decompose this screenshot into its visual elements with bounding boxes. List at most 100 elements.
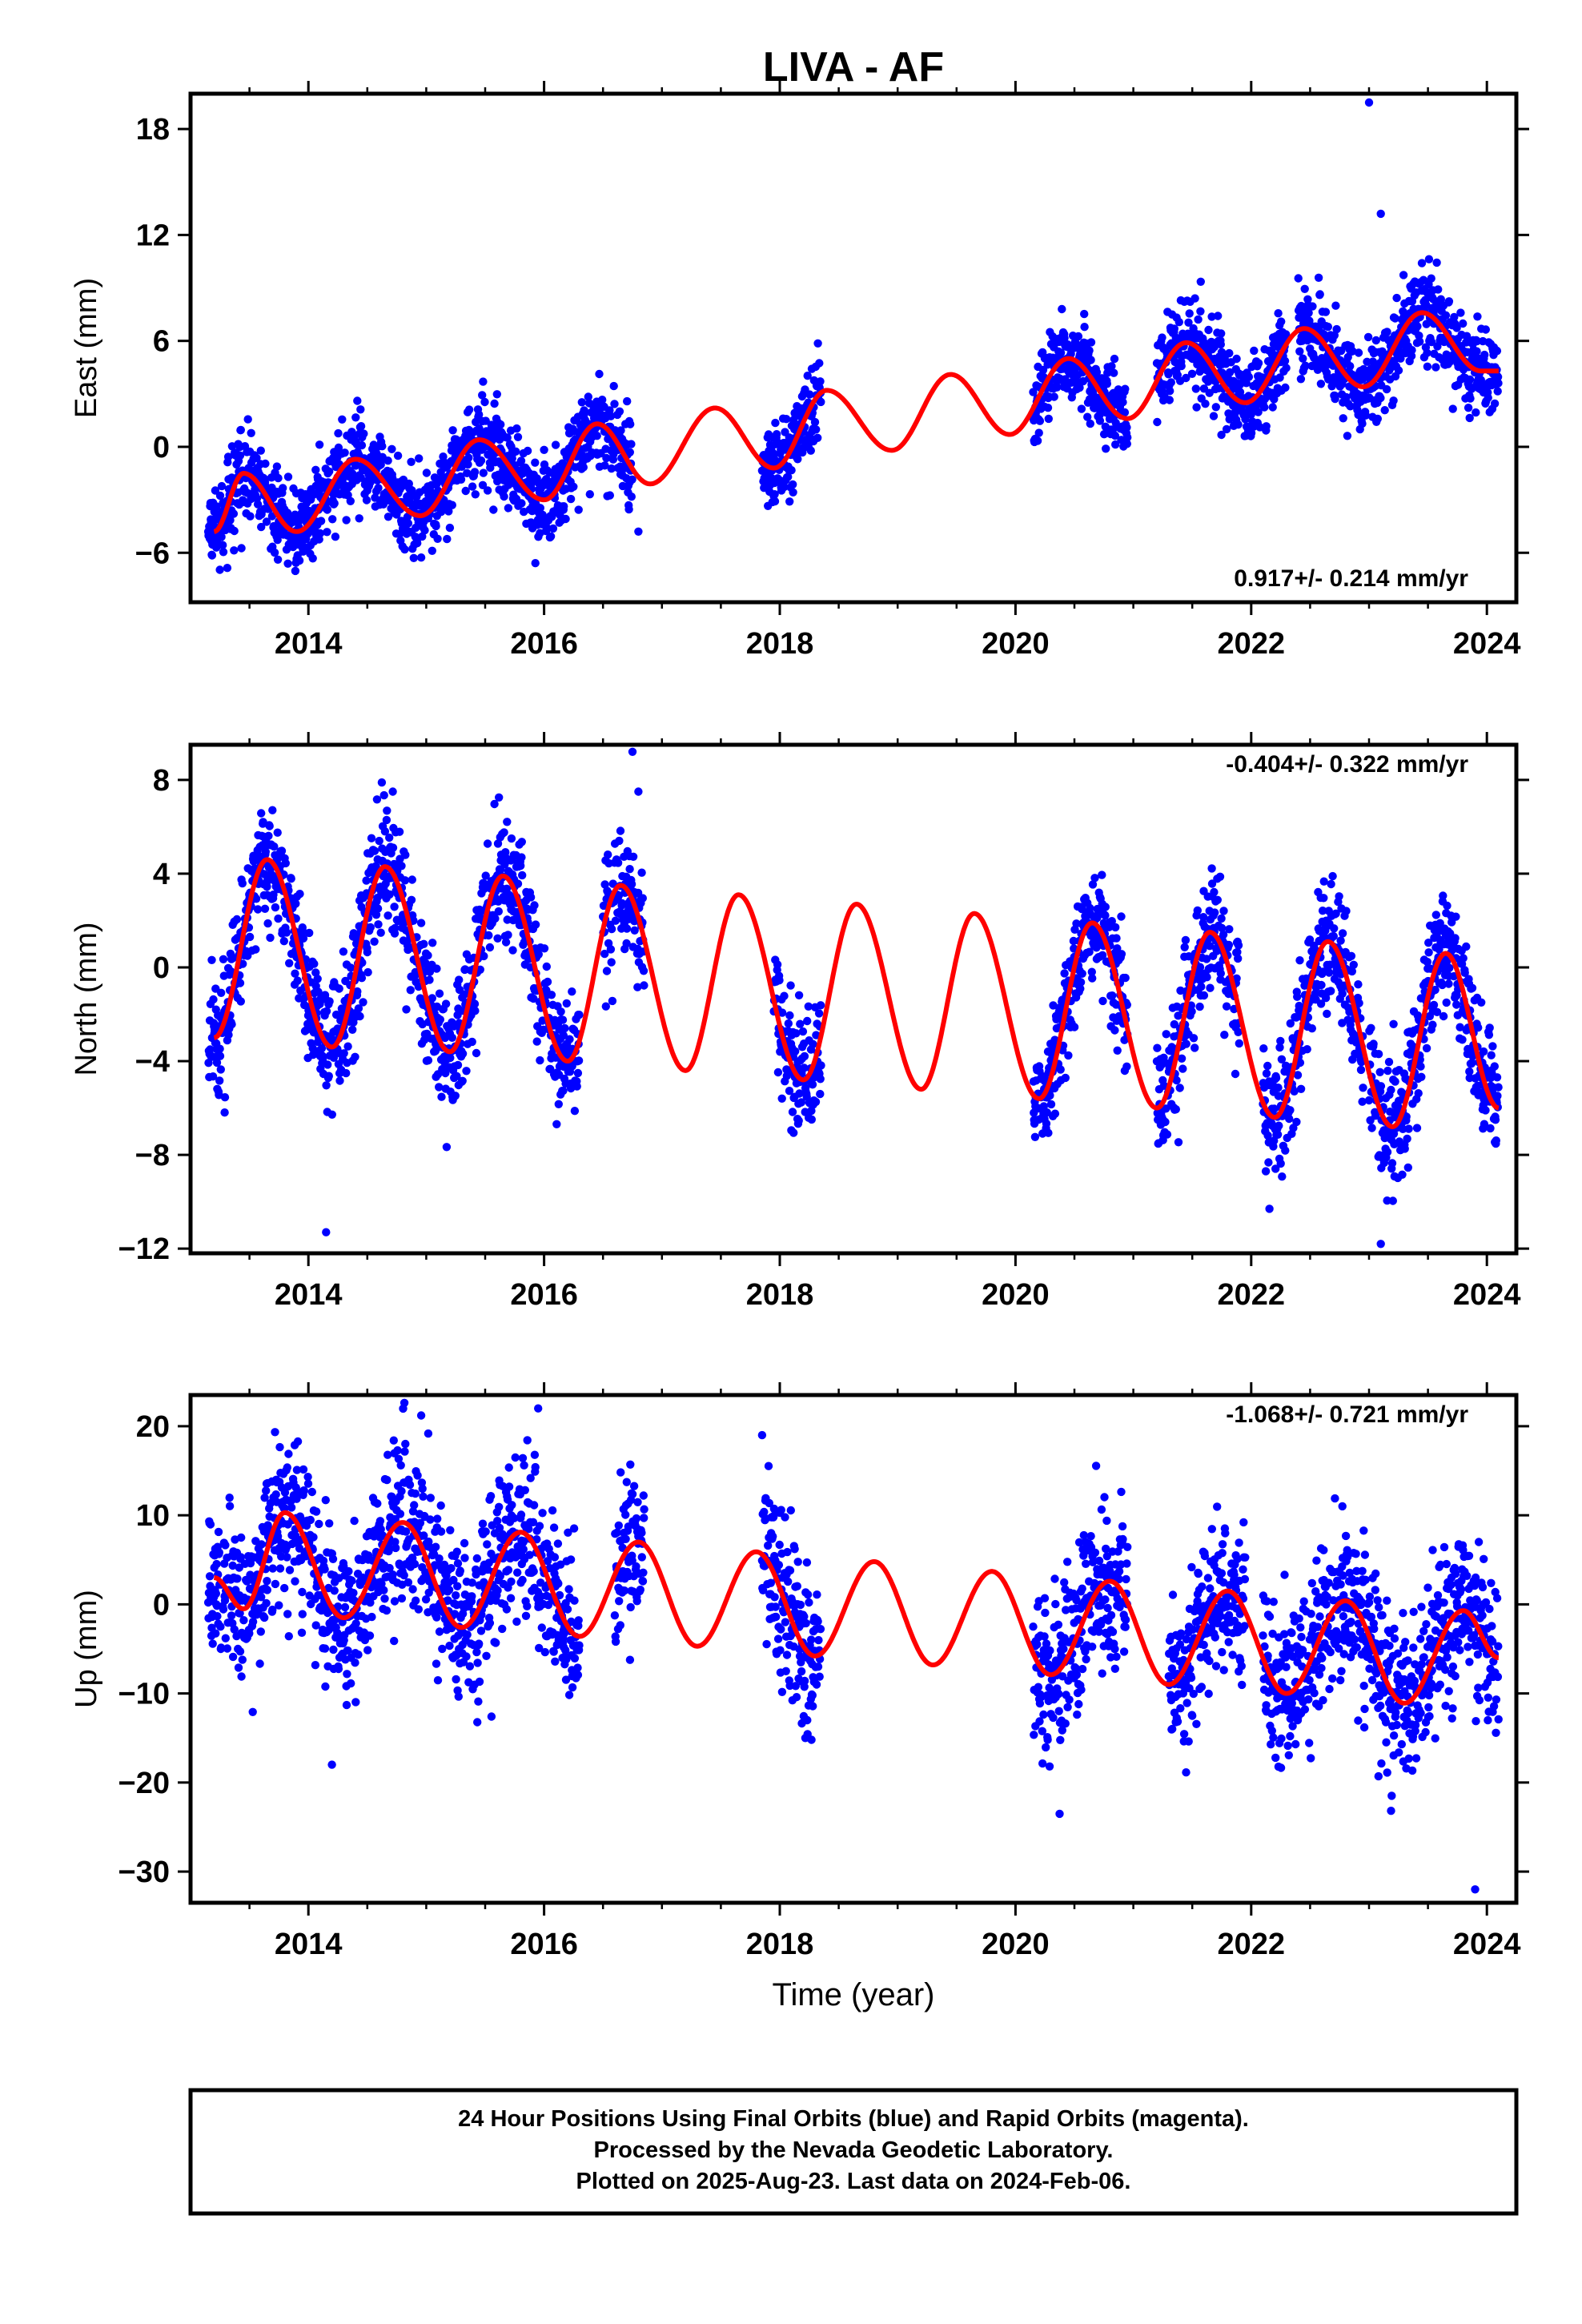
north-data-point (1375, 1068, 1384, 1077)
east-data-point (1331, 301, 1340, 310)
north-data-point (347, 963, 355, 972)
east-data-point (531, 559, 540, 568)
north-data-point (208, 1072, 218, 1081)
north-data-point (383, 911, 392, 920)
north-data-point (390, 903, 399, 911)
east-data-point (1392, 293, 1401, 303)
north-data-point (1191, 1043, 1199, 1052)
north-data-point (308, 1043, 317, 1053)
north-data-point (1387, 1085, 1395, 1095)
east-data-point (1281, 383, 1290, 392)
east-data-point (1452, 324, 1461, 332)
east-data-point (1492, 347, 1502, 356)
east-data-point (330, 499, 339, 508)
east-data-point (1294, 274, 1303, 283)
east-data-point (1085, 346, 1094, 355)
east-data-point (1373, 414, 1383, 424)
north-data-point (1274, 1084, 1283, 1092)
east-data-point (1407, 346, 1416, 355)
east-data-point (416, 553, 426, 562)
north-data-point (1359, 1084, 1367, 1092)
north-data-point (1468, 983, 1477, 993)
north-data-point (1088, 974, 1097, 983)
east-data-point (1191, 294, 1199, 303)
north-data-point (1056, 1065, 1065, 1074)
north-data-point (627, 879, 636, 889)
east-data-point (456, 475, 466, 484)
north-data-point (287, 875, 295, 883)
east-y-tick-label: −6 (135, 537, 170, 570)
north-data-point (215, 1051, 225, 1060)
east-data-point (793, 455, 802, 464)
east-data-point (428, 546, 436, 555)
east-x-tick-label: 2016 (510, 627, 578, 661)
east-data-point (236, 425, 245, 435)
north-data-point (556, 1007, 565, 1016)
east-data-point (1354, 410, 1363, 420)
north-data-point (1295, 956, 1304, 965)
east-data-point (1389, 396, 1398, 405)
north-data-point (406, 986, 415, 995)
east-data-point (1086, 419, 1095, 428)
north-data-point (305, 928, 314, 938)
north-data-point (780, 991, 789, 1000)
north-data-point (484, 931, 493, 940)
north-data-point (238, 879, 247, 888)
north-data-point (1414, 1089, 1423, 1098)
east-data-point (548, 524, 558, 533)
north-data-point (1349, 960, 1359, 970)
east-data-point (1465, 413, 1474, 423)
north-data-point (536, 1055, 544, 1065)
north-data-point (816, 1089, 825, 1099)
north-data-point (376, 928, 385, 937)
east-data-point (785, 497, 794, 506)
east-data-point (219, 548, 228, 557)
north-data-point (448, 1033, 456, 1043)
east-data-point (1363, 332, 1373, 342)
north-data-point (1307, 1024, 1317, 1033)
north-data-point (1050, 1109, 1060, 1118)
north-data-point (572, 1082, 581, 1091)
east-data-point (1465, 375, 1475, 384)
north-data-point (606, 945, 616, 954)
north-data-point (388, 843, 398, 852)
east-data-point (806, 446, 815, 455)
east-data-point (489, 505, 498, 514)
north-data-point (1338, 989, 1347, 999)
north-data-point (1030, 1132, 1040, 1142)
east-data-point (602, 453, 611, 463)
up-data-point (228, 1652, 238, 1662)
east-data-point (212, 502, 221, 511)
north-data-point (273, 828, 282, 837)
east-data-point (1444, 297, 1454, 306)
east-data-point (770, 497, 780, 506)
north-data-point (261, 847, 270, 856)
north-data-point (1439, 891, 1447, 900)
up-data-point (214, 1527, 223, 1537)
east-data-point (1275, 373, 1284, 382)
north-y-tick-label: −12 (118, 1232, 170, 1266)
east-data-point (398, 482, 407, 491)
north-data-point (1429, 1000, 1439, 1010)
north-data-point (789, 1128, 798, 1137)
north-data-point (639, 967, 648, 975)
east-data-point (1196, 307, 1205, 316)
north-data-point (1484, 1031, 1494, 1039)
east-data-point (1314, 273, 1323, 282)
east-data-point (400, 545, 409, 554)
east-data-point (598, 396, 607, 404)
north-data-point (366, 923, 375, 932)
east-x-tick-label: 2024 (1453, 627, 1521, 661)
east-data-point (1232, 354, 1241, 364)
east-data-point (1494, 379, 1503, 388)
east-data-point (463, 468, 472, 477)
east-data-point (513, 432, 523, 441)
north-data-point (367, 834, 376, 842)
east-data-point (1300, 284, 1309, 293)
north-data-point (1235, 1039, 1244, 1048)
north-data-point (1328, 871, 1337, 881)
east-data-point (1174, 318, 1184, 327)
north-x-tick-label: 2024 (1453, 1278, 1521, 1312)
east-data-point (1083, 412, 1092, 421)
